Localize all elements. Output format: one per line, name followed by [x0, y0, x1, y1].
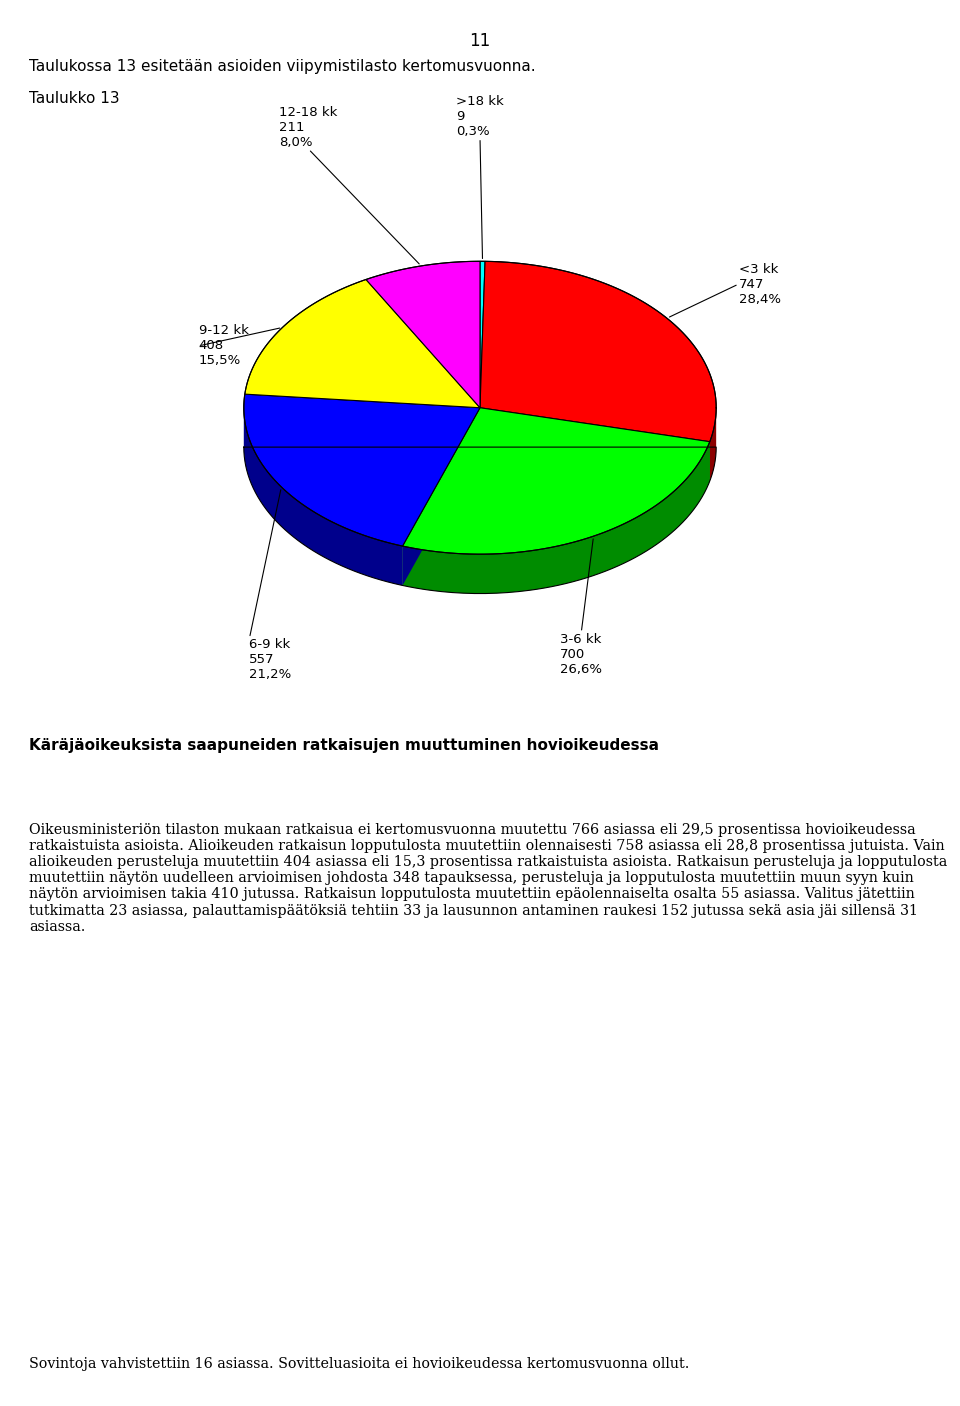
Text: Taulukko 13: Taulukko 13 [29, 91, 119, 107]
Polygon shape [480, 408, 709, 481]
Polygon shape [402, 408, 480, 585]
Text: Sovintoja vahvistettiin 16 asiassa. Sovitteluasioita ei hovioikeudessa kertomusv: Sovintoja vahvistettiin 16 asiassa. Sovi… [29, 1357, 689, 1371]
PathPatch shape [480, 262, 716, 441]
Text: 12-18 kk
211
8,0%: 12-18 kk 211 8,0% [279, 105, 338, 149]
Text: 6-9 kk
557
21,2%: 6-9 kk 557 21,2% [250, 638, 292, 682]
Text: Oikeusministeriön tilaston mukaan ratkaisua ei kertomusvuonna muutettu 766 asias: Oikeusministeriön tilaston mukaan ratkai… [29, 823, 948, 934]
Polygon shape [402, 408, 480, 585]
Polygon shape [480, 408, 709, 481]
PathPatch shape [244, 394, 480, 546]
PathPatch shape [480, 262, 485, 408]
Polygon shape [709, 411, 716, 481]
Polygon shape [244, 408, 402, 585]
PathPatch shape [402, 408, 709, 554]
PathPatch shape [366, 262, 480, 408]
Text: 11: 11 [469, 32, 491, 51]
Text: Taulukossa 13 esitetään asioiden viipymistilasto kertomusvuonna.: Taulukossa 13 esitetään asioiden viipymi… [29, 59, 536, 75]
Text: >18 kk
9
0,3%: >18 kk 9 0,3% [456, 94, 504, 138]
Polygon shape [402, 441, 709, 593]
Text: 3-6 kk
700
26,6%: 3-6 kk 700 26,6% [561, 633, 602, 676]
Text: Käräjäoikeuksista saapuneiden ratkaisujen muuttuminen hovioikeudessa: Käräjäoikeuksista saapuneiden ratkaisuje… [29, 738, 659, 754]
Text: <3 kk
747
28,4%: <3 kk 747 28,4% [738, 263, 780, 305]
Text: 9-12 kk
408
15,5%: 9-12 kk 408 15,5% [199, 325, 249, 367]
PathPatch shape [245, 280, 480, 408]
